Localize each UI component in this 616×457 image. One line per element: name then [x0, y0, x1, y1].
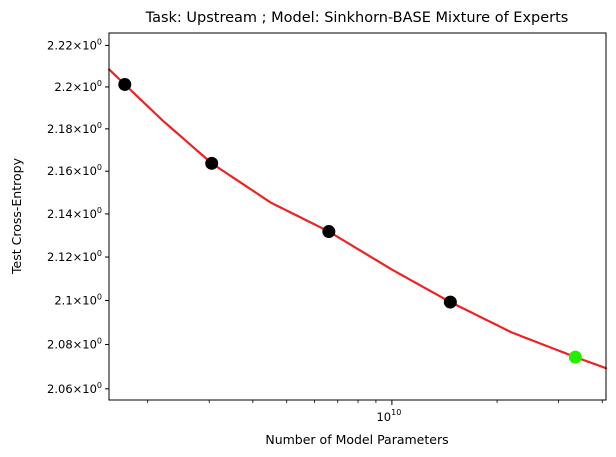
y-tick-label: 2.12×100 — [47, 249, 102, 264]
y-tick-labels: 2.06×100 2.08×100 2.1×100 2.12×100 2.14×100 2… — [47, 37, 102, 395]
data-point — [443, 295, 457, 309]
y-tick-label: 2.16×100 — [47, 163, 102, 178]
x-axis-label: Number of Model Parameters — [265, 432, 448, 447]
data-point — [322, 225, 336, 239]
y-tick-label: 2.08×100 — [47, 336, 102, 351]
plot-frame — [108, 32, 607, 401]
data-points — [118, 77, 582, 364]
y-tick-label: 2.06×100 — [47, 381, 102, 396]
x-tick-label: 1010 — [376, 408, 401, 424]
axis-ticks — [105, 44, 603, 405]
y-axis-label: Test Cross-Entropy — [9, 157, 24, 275]
y-tick-label: 2.14×100 — [47, 206, 102, 221]
y-tick-label: 2.22×100 — [47, 37, 102, 52]
y-tick-label: 2.18×100 — [47, 121, 102, 136]
chart-title: Task: Upstream ; Model: Sinkhorn-BASE Mi… — [145, 10, 569, 26]
y-tick-label: 2.1×100 — [54, 293, 102, 308]
data-point — [118, 77, 132, 91]
y-tick-label: 2.2×100 — [54, 79, 102, 94]
data-point — [205, 156, 219, 170]
data-point — [568, 350, 582, 364]
x-tick-labels: 1010 — [376, 408, 401, 424]
